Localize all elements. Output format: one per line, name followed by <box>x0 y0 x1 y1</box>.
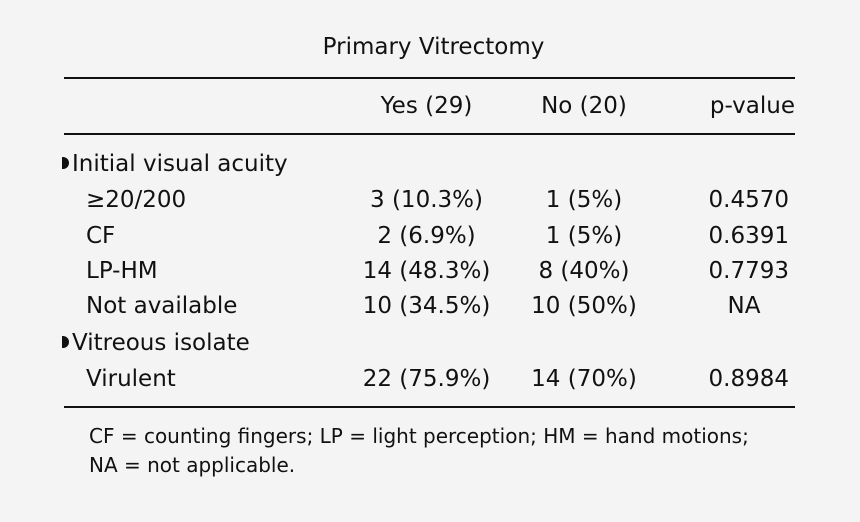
cell-pvalue: NA <box>727 293 761 319</box>
table-title-text: Primary Vitrectomy <box>322 34 545 60</box>
row-label: ≥20/200 <box>86 187 187 213</box>
section-bullet-icon <box>62 336 69 348</box>
section-bullet-icon <box>62 157 69 169</box>
cell-no: 10 (50%) <box>531 293 637 319</box>
top-rule <box>64 77 795 79</box>
header-no: No (20) <box>541 93 627 119</box>
section-label: Vitreous isolate <box>72 330 250 356</box>
section-vitreous-isolate: Vitreous isolate <box>62 329 250 357</box>
row-label: Not available <box>86 293 238 319</box>
row-label: CF <box>86 223 116 249</box>
cell-pvalue: 0.6391 <box>708 223 789 249</box>
table-title: Primary Vitrectomy <box>64 34 611 60</box>
footnote-line-1: CF = counting fingers; LP = light percep… <box>89 424 749 448</box>
footnote-line-2: NA = not applicable. <box>89 453 296 477</box>
header-pvalue: p-value <box>709 93 795 119</box>
cell-pvalue: 0.7793 <box>708 258 789 284</box>
cell-yes: 22 (75.9%) <box>362 366 491 392</box>
header-rule <box>64 133 795 135</box>
row-label: LP-HM <box>86 258 158 284</box>
bottom-rule <box>64 406 795 408</box>
cell-yes: 2 (6.9%) <box>377 223 476 249</box>
cell-yes: 10 (34.5%) <box>362 293 491 319</box>
cell-no: 1 (5%) <box>545 187 623 213</box>
cell-no: 8 (40%) <box>538 258 630 284</box>
cell-pvalue: 0.8984 <box>708 366 789 392</box>
row-label: Virulent <box>86 366 176 392</box>
results-table: Primary Vitrectomy Yes (29) No (20) p-va… <box>62 0 795 522</box>
cell-no: 14 (70%) <box>531 366 637 392</box>
cell-no: 1 (5%) <box>545 223 623 249</box>
cell-yes: 14 (48.3%) <box>362 258 491 284</box>
table-footnote: CF = counting fingers; LP = light percep… <box>89 422 789 480</box>
cell-yes: 3 (10.3%) <box>370 187 483 213</box>
header-yes: Yes (29) <box>380 93 473 119</box>
section-label: Initial visual acuity <box>72 151 288 177</box>
section-initial-visual-acuity: Initial visual acuity <box>62 150 288 178</box>
cell-pvalue: 0.4570 <box>708 187 789 213</box>
